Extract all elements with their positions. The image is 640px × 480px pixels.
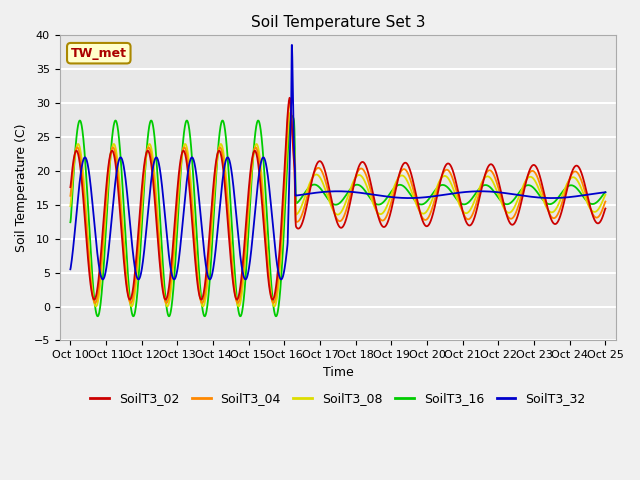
Y-axis label: Soil Temperature (C): Soil Temperature (C): [15, 124, 28, 252]
Title: Soil Temperature Set 3: Soil Temperature Set 3: [251, 15, 425, 30]
Legend: SoilT3_02, SoilT3_04, SoilT3_08, SoilT3_16, SoilT3_32: SoilT3_02, SoilT3_04, SoilT3_08, SoilT3_…: [85, 387, 591, 410]
Text: TW_met: TW_met: [71, 47, 127, 60]
X-axis label: Time: Time: [323, 366, 353, 379]
